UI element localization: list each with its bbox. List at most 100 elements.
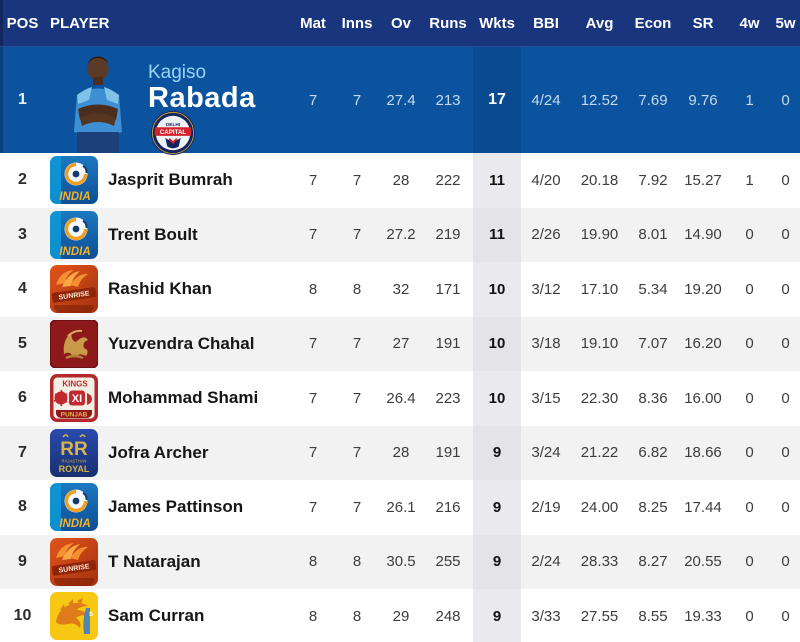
stat-wkts: 9 <box>473 425 521 480</box>
stat-bbi: 3/18 <box>531 335 561 353</box>
player-photo <box>74 56 122 153</box>
stat-4w: 0 <box>745 607 754 625</box>
team-logo-mi: INDIA <box>50 210 98 259</box>
player-name: Jofra Archer <box>108 442 209 462</box>
stat-econ: 8.01 <box>638 226 668 244</box>
stat-econ: 7.69 <box>638 91 668 109</box>
svg-text:RAJASTHAN: RAJASTHAN <box>62 458 87 463</box>
column-header-5w: 5w <box>775 14 796 32</box>
player-row-8[interactable]: 8 INDIA James Pattinson 7 7 26.1 216 9 2/19 24.… <box>0 480 800 535</box>
stat-inns: 7 <box>352 226 362 244</box>
player-first-name: Kagiso <box>148 62 207 83</box>
player-name: Trent Boult <box>108 224 198 244</box>
stat-econ: 8.55 <box>638 607 668 625</box>
stat-wkts: 11 <box>473 153 521 208</box>
position-value: 9 <box>18 552 27 570</box>
stat-sr: 16.00 <box>684 389 722 407</box>
player-name: T Natarajan <box>108 551 201 571</box>
player-row-10[interactable]: 10 S Sam Curran 8 8 29 248 9 3/33 27.55 8.55 19.3… <box>0 589 800 642</box>
player-cell: INDIA Jasprit Bumrah <box>45 153 291 208</box>
stat-econ: 8.36 <box>638 389 668 407</box>
player-name: Mohammad Shami <box>108 388 259 408</box>
player-row-2[interactable]: 2 INDIA Jasprit Bumrah 7 7 28 222 11 4/20 20.18… <box>0 153 800 208</box>
player-cell: S Sam Curran <box>45 589 291 642</box>
stat-5w: 0 <box>781 171 790 189</box>
stat-5w: 0 <box>781 389 790 407</box>
stat-sr: 19.20 <box>684 280 722 298</box>
stat-bbi: 4/20 <box>531 171 561 189</box>
stat-runs: 222 <box>435 171 461 189</box>
stat-avg: 21.22 <box>580 444 619 462</box>
player-name: Sam Curran <box>108 606 205 626</box>
stat-ov: 28 <box>392 171 410 189</box>
player-row-3[interactable]: 3 INDIA Trent Boult 7 7 27.2 219 11 2/26 19.90 8… <box>0 207 800 263</box>
stat-inns: 8 <box>352 607 362 625</box>
team-logo-rr: RR RAJASTHAN ROYAL <box>50 428 98 477</box>
stat-sr: 17.44 <box>684 498 722 516</box>
column-header-sr: SR <box>692 14 714 32</box>
stat-inns: 8 <box>352 553 362 571</box>
player-row-7[interactable]: 7 RR RAJASTHAN ROYAL Jofra Archer 7 7 28 191… <box>0 425 800 480</box>
position-value: 7 <box>18 443 27 461</box>
featured-player-row[interactable]: 1 Kagiso Rabada DELHI <box>0 47 800 156</box>
stat-econ: 7.92 <box>638 171 668 189</box>
stat-runs: 216 <box>435 498 461 516</box>
stat-bbi: 2/24 <box>531 553 561 571</box>
stat-5w: 0 <box>781 553 790 571</box>
player-row-4[interactable]: 4 SUNRISE Rashid Khan 8 8 32 171 10 3/12 17.10 5… <box>0 262 800 317</box>
position-value: 3 <box>18 225 27 243</box>
stat-runs: 255 <box>435 553 461 571</box>
stat-sr: 20.55 <box>684 553 722 571</box>
stat-wkts: 9 <box>473 534 521 589</box>
svg-text:DELHI: DELHI <box>166 122 181 128</box>
stat-ov: 27.4 <box>386 91 416 109</box>
stat-wkts: 9 <box>473 480 521 535</box>
stat-wkts: 10 <box>473 371 521 426</box>
svg-text:PUNJAB: PUNJAB <box>61 412 88 419</box>
stat-sr: 15.27 <box>684 171 722 189</box>
player-row-6[interactable]: 6 KINGS XI PUNJAB Mohammad Shami 7 7 26.4 22… <box>0 371 800 426</box>
position-value: 10 <box>13 607 32 625</box>
stat-mat: 7 <box>308 171 318 189</box>
svg-text:KINGS: KINGS <box>62 380 88 389</box>
player-cell: INDIA Trent Boult <box>45 208 291 263</box>
stat-mat: 8 <box>308 607 318 625</box>
column-header-ov: Ov <box>390 14 411 32</box>
stat-bbi: 2/26 <box>531 226 561 244</box>
svg-text:SUNRISE: SUNRISE <box>58 563 90 574</box>
stat-5w: 0 <box>781 280 790 298</box>
svg-text:INDIA: INDIA <box>59 246 90 258</box>
stat-4w: 1 <box>745 91 754 109</box>
svg-text:XI: XI <box>72 393 82 405</box>
stat-econ: 6.82 <box>638 444 668 462</box>
player-name: Rashid Khan <box>108 279 212 299</box>
stat-mat: 7 <box>308 389 318 407</box>
column-header-wkts: Wkts <box>479 14 515 32</box>
stat-inns: 7 <box>352 498 362 516</box>
svg-text:CAPITAL: CAPITAL <box>160 129 187 136</box>
stat-wkts: 9 <box>473 589 521 642</box>
stat-inns: 7 <box>352 389 362 407</box>
team-logo-srh: SUNRISE <box>50 537 98 586</box>
player-cell: KINGS XI PUNJAB Mohammad Shami <box>45 371 291 426</box>
stat-avg: 19.90 <box>580 226 619 244</box>
stat-4w: 0 <box>745 553 754 571</box>
stat-avg: 19.10 <box>580 335 619 353</box>
stat-sr: 16.20 <box>684 335 722 353</box>
stat-econ: 8.27 <box>638 553 668 571</box>
player-row-5[interactable]: 5 Yuzvendra Chahal 7 7 27 191 10 3/18 19.10 7.07… <box>0 316 800 371</box>
stat-bbi: 4/24 <box>531 91 561 109</box>
stat-mat: 8 <box>308 553 318 571</box>
stat-bbi: 3/12 <box>531 280 561 298</box>
stat-mat: 7 <box>308 91 318 109</box>
stat-avg: 24.00 <box>580 498 619 516</box>
stat-runs: 191 <box>435 335 461 353</box>
stat-sr: 14.90 <box>684 226 722 244</box>
stat-ov: 30.5 <box>386 553 416 571</box>
stat-ov: 26.4 <box>386 389 416 407</box>
team-logo-kxip: KINGS XI PUNJAB <box>50 374 98 423</box>
stat-runs: 219 <box>435 226 461 244</box>
player-row-9[interactable]: 9 SUNRISE T Natarajan 8 8 30.5 255 9 2/24 28.33… <box>0 534 800 589</box>
stat-mat: 8 <box>308 280 318 298</box>
svg-text:RR: RR <box>60 439 88 460</box>
